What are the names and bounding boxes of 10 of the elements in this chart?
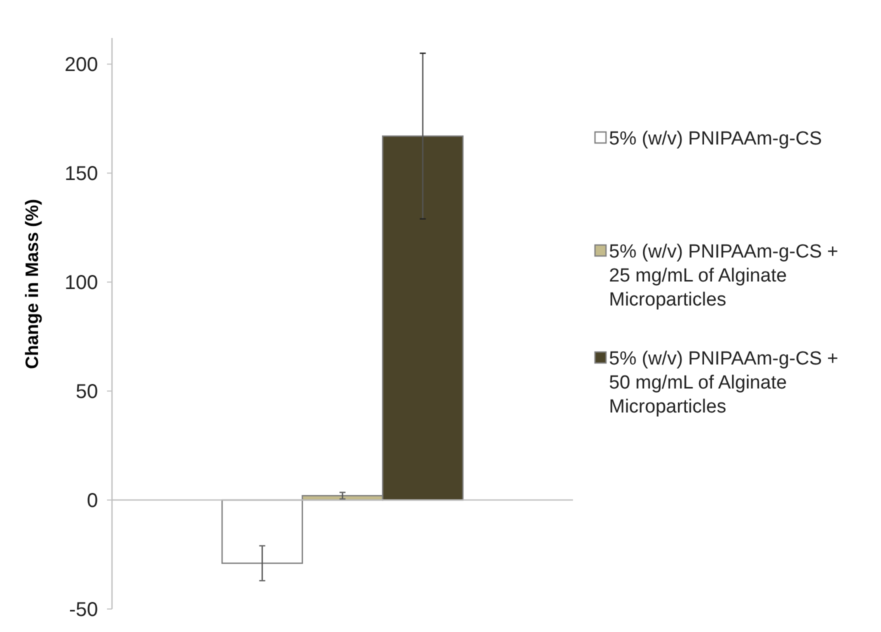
y-tick-label: 200 [64,54,98,76]
y-tick-label: 0 [86,490,98,512]
y-tick-label: 100 [64,272,98,294]
y-tick-label: 50 [76,381,98,404]
y-tick-label: -50 [69,599,98,621]
legend-entry: 5% (w/v) PNIPAAm-g-CS + 50 mg/mL of Alginate Microparticles [594,348,838,418]
y-axis-title: Change in Mass (%) [22,198,42,370]
y-tick-label: 150 [64,163,98,186]
legend-entry: 5% (w/v) PNIPAAm-g-CS [594,128,822,150]
legend-entry: 5% (w/v) PNIPAAm-g-CS + 25 mg/mL of Alginate Microparticles [594,242,838,311]
